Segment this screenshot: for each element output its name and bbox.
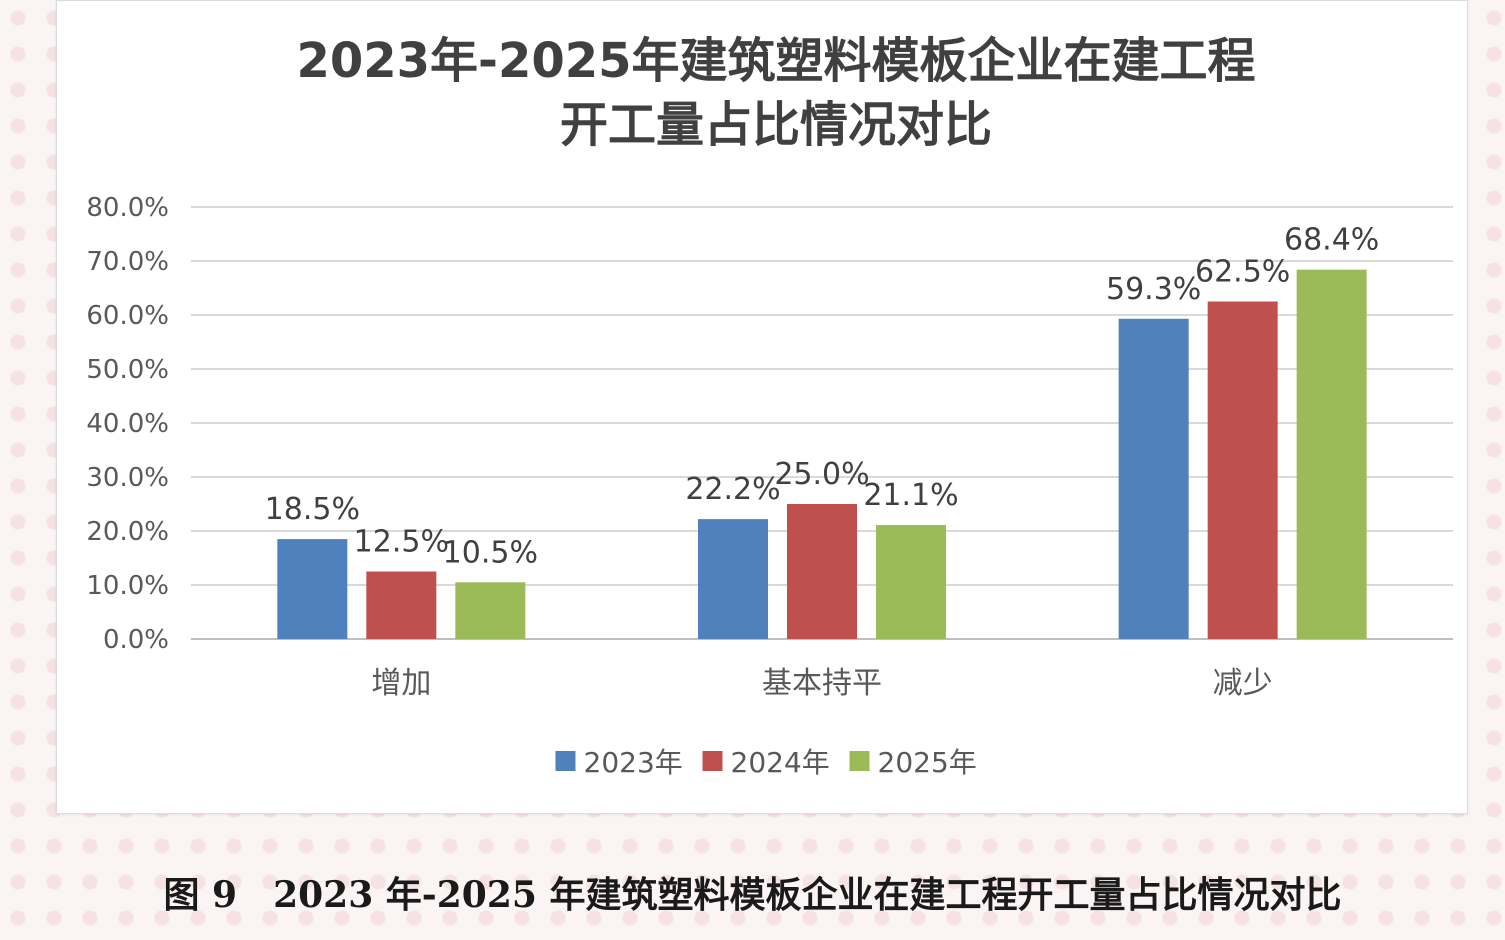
chart-title-line-1: 2023年-2025年建筑塑料模板企业在建工程 xyxy=(296,33,1255,89)
bar xyxy=(1296,269,1367,639)
bar xyxy=(1118,318,1189,639)
x-category-label: 基本持平 xyxy=(762,666,882,701)
y-tick-label: 20.0% xyxy=(86,517,169,547)
bar-value-label: 62.5% xyxy=(1195,255,1290,290)
chart-title-line-2: 开工量占比情况对比 xyxy=(560,97,992,153)
legend-label: 2025年 xyxy=(878,746,977,779)
y-tick-label: 50.0% xyxy=(86,355,169,385)
y-tick-label: 70.0% xyxy=(86,247,169,277)
y-tick-label: 40.0% xyxy=(86,409,169,439)
chart-title: 2023年-2025年建筑塑料模板企业在建工程 开工量占比情况对比 xyxy=(296,33,1255,153)
bar xyxy=(277,539,348,639)
bar-value-label: 10.5% xyxy=(443,535,538,570)
legend: 2023年 2024年 2025年 xyxy=(555,746,977,779)
bar xyxy=(698,519,768,639)
bar-value-label: 25.0% xyxy=(774,457,869,492)
bars xyxy=(277,269,1367,639)
y-tick-label: 30.0% xyxy=(86,463,169,493)
legend-swatch xyxy=(702,751,723,771)
figure-caption: 图 9 2023 年-2025 年建筑塑料模板企业在建工程开工量占比情况对比 xyxy=(163,874,1342,916)
y-tick-label: 10.0% xyxy=(86,571,169,601)
legend-swatch xyxy=(849,751,870,771)
legend-swatch xyxy=(555,751,576,771)
bar xyxy=(366,571,437,639)
bar-value-label: 22.2% xyxy=(685,472,780,507)
y-axis-tick-labels: 0.0% 10.0% 20.0% 30.0% 40.0% 50.0% 60.0% 70.0% 8… xyxy=(86,193,169,655)
bar xyxy=(1207,301,1278,639)
bar-value-label: 12.5% xyxy=(354,525,449,560)
y-tick-label: 60.0% xyxy=(86,301,169,331)
bar xyxy=(876,525,946,639)
y-tick-label: 80.0% xyxy=(86,193,169,223)
y-tick-label: 0.0% xyxy=(103,625,169,655)
bar-value-label: 68.4% xyxy=(1284,223,1379,258)
data-labels: 18.5%12.5%10.5% 22.2%25.0%21.1% 59.3%62.5%… xyxy=(265,223,1380,571)
bar-value-label: 21.1% xyxy=(863,478,958,513)
bar-chart: 2023年-2025年建筑塑料模板企业在建工程 开工量占比情况对比 0.0% 10… xyxy=(86,33,1453,779)
x-axis-category-labels: 增加 基本持平 减少 xyxy=(371,666,1272,701)
x-category-label: 增加 xyxy=(371,666,431,701)
bar xyxy=(787,504,857,639)
bar-value-label: 18.5% xyxy=(265,492,360,527)
x-category-label: 减少 xyxy=(1213,666,1273,701)
legend-label: 2024年 xyxy=(731,746,830,779)
chart-card: 2023年-2025年建筑塑料模板企业在建工程 开工量占比情况对比 0.0% 10… xyxy=(56,0,1468,814)
legend-label: 2023年 xyxy=(584,746,683,779)
bar-value-label: 59.3% xyxy=(1106,272,1201,307)
bar xyxy=(455,582,526,639)
